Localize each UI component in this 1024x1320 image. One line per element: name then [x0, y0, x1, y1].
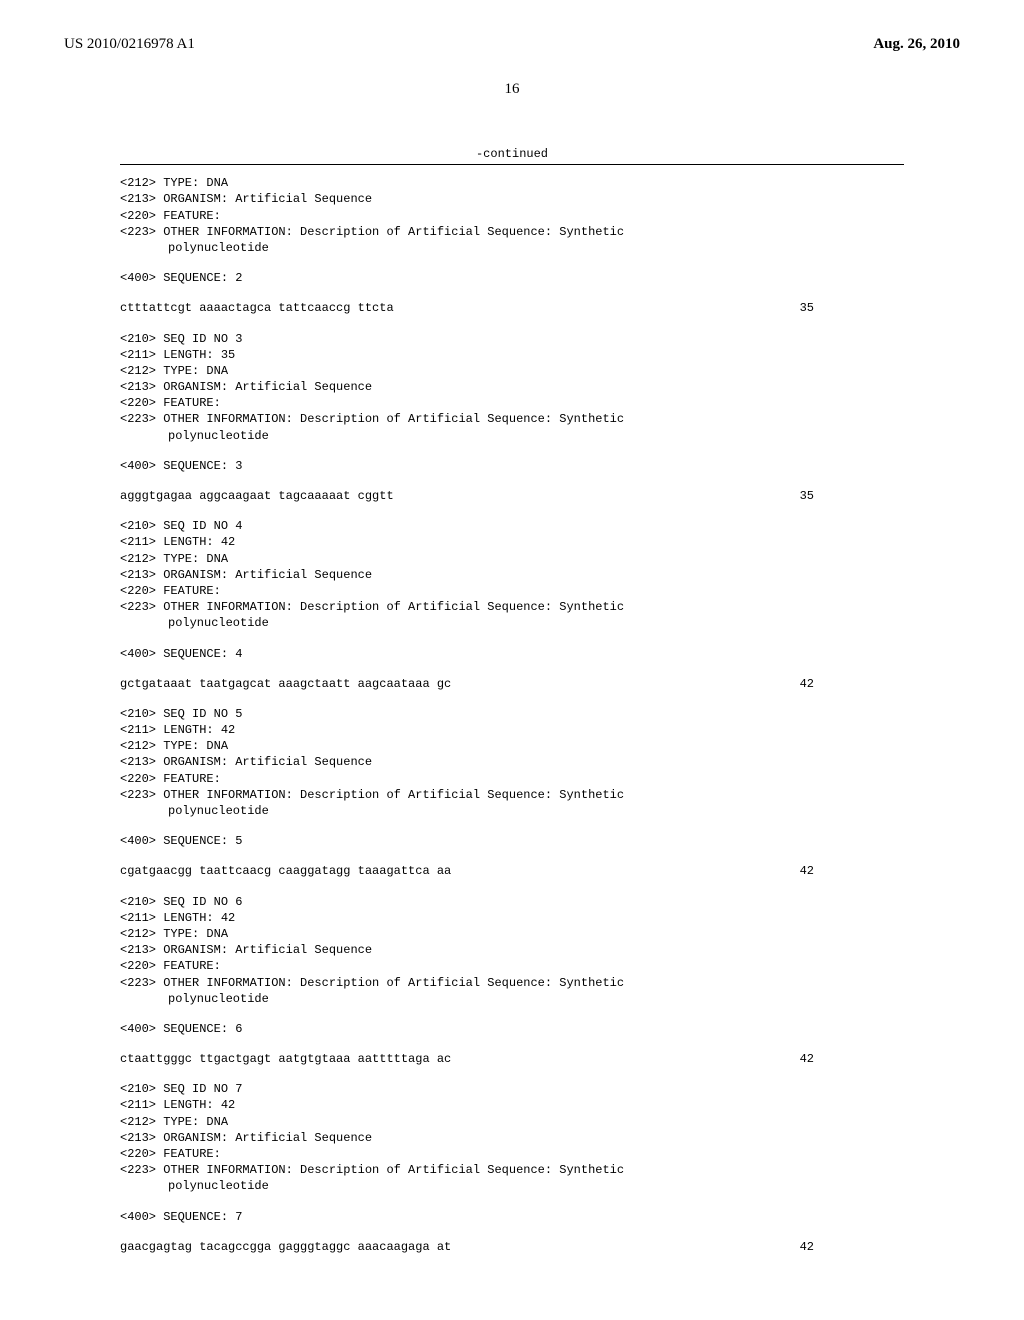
seq-line: <212> TYPE: DNA — [120, 363, 904, 379]
seq-line: polynucleotide — [120, 615, 904, 631]
seq-line: <223> OTHER INFORMATION: Description of … — [120, 787, 904, 803]
seq-line: <210> SEQ ID NO 6 — [120, 894, 904, 910]
sequence-length: 35 — [800, 488, 904, 504]
seq-line: <400> SEQUENCE: 2 — [120, 270, 904, 286]
sequence-block: <400> SEQUENCE: 4 — [120, 646, 904, 662]
sequence-text: gctgataaat taatgagcat aaagctaatt aagcaat… — [120, 676, 451, 692]
sequence-text: agggtgagaa aggcaagaat tagcaaaaat cggtt — [120, 488, 394, 504]
seq-line: <211> LENGTH: 35 — [120, 347, 904, 363]
sequence-listing: -continued <212> TYPE: DNA<213> ORGANISM… — [0, 98, 1024, 1255]
publication-number: US 2010/0216978 A1 — [64, 36, 195, 53]
sequence-length: 42 — [800, 1051, 904, 1067]
page-header: US 2010/0216978 A1 Aug. 26, 2010 — [0, 0, 1024, 53]
sequence-text: gaacgagtag tacagccgga gagggtaggc aaacaag… — [120, 1239, 451, 1255]
seq-line: <212> TYPE: DNA — [120, 551, 904, 567]
seq-line: <400> SEQUENCE: 4 — [120, 646, 904, 662]
seq-line: <213> ORGANISM: Artificial Sequence — [120, 1130, 904, 1146]
seq-line: <223> OTHER INFORMATION: Description of … — [120, 224, 904, 240]
seq-line: <223> OTHER INFORMATION: Description of … — [120, 411, 904, 427]
seq-line: <220> FEATURE: — [120, 583, 904, 599]
sequence-length: 42 — [800, 676, 904, 692]
sequence-row: gaacgagtag tacagccgga gagggtaggc aaacaag… — [120, 1239, 904, 1255]
sequence-block: <400> SEQUENCE: 6 — [120, 1021, 904, 1037]
seq-line: polynucleotide — [120, 1178, 904, 1194]
sequence-length: 42 — [800, 863, 904, 879]
seq-line: <213> ORGANISM: Artificial Sequence — [120, 942, 904, 958]
sequence-block: <210> SEQ ID NO 7<211> LENGTH: 42<212> T… — [120, 1081, 904, 1194]
sequence-block: ctttattcgt aaaactagca tattcaaccg ttcta 35 — [120, 300, 904, 316]
sequence-block: <400> SEQUENCE: 5 — [120, 833, 904, 849]
sequence-block: cgatgaacgg taattcaacg caaggatagg taaagat… — [120, 863, 904, 879]
sequence-block: ctaattgggc ttgactgagt aatgtgtaaa aattttt… — [120, 1051, 904, 1067]
sequence-block: <210> SEQ ID NO 4<211> LENGTH: 42<212> T… — [120, 518, 904, 631]
continued-label-wrap: -continued — [120, 146, 904, 162]
seq-line: <220> FEATURE: — [120, 958, 904, 974]
seq-line: <400> SEQUENCE: 7 — [120, 1209, 904, 1225]
page-number: 16 — [0, 81, 1024, 98]
sequence-block: <210> SEQ ID NO 3<211> LENGTH: 35<212> T… — [120, 331, 904, 444]
sequence-length: 42 — [800, 1239, 904, 1255]
sequence-row: agggtgagaa aggcaagaat tagcaaaaat cggtt 35 — [120, 488, 904, 504]
seq-line: polynucleotide — [120, 428, 904, 444]
sequence-block: gaacgagtag tacagccgga gagggtaggc aaacaag… — [120, 1239, 904, 1255]
seq-line: <211> LENGTH: 42 — [120, 722, 904, 738]
seq-line: <211> LENGTH: 42 — [120, 910, 904, 926]
seq-line: <213> ORGANISM: Artificial Sequence — [120, 379, 904, 395]
seq-line: <400> SEQUENCE: 5 — [120, 833, 904, 849]
sequence-text: cgatgaacgg taattcaacg caaggatagg taaagat… — [120, 863, 451, 879]
seq-line: <223> OTHER INFORMATION: Description of … — [120, 975, 904, 991]
sequence-text: ctaattgggc ttgactgagt aatgtgtaaa aattttt… — [120, 1051, 451, 1067]
seq-line: <212> TYPE: DNA — [120, 926, 904, 942]
seq-line: <220> FEATURE: — [120, 208, 904, 224]
sequence-block: <400> SEQUENCE: 3 — [120, 458, 904, 474]
seq-line: <213> ORGANISM: Artificial Sequence — [120, 191, 904, 207]
sequence-row: ctttattcgt aaaactagca tattcaaccg ttcta 35 — [120, 300, 904, 316]
seq-line: <210> SEQ ID NO 5 — [120, 706, 904, 722]
seq-line: <220> FEATURE: — [120, 1146, 904, 1162]
seq-line: <400> SEQUENCE: 6 — [120, 1021, 904, 1037]
continued-label: -continued — [476, 146, 548, 162]
seq-line: <400> SEQUENCE: 3 — [120, 458, 904, 474]
sequence-block: <400> SEQUENCE: 2 — [120, 270, 904, 286]
sequence-block: agggtgagaa aggcaagaat tagcaaaaat cggtt 35 — [120, 488, 904, 504]
sequence-block: <400> SEQUENCE: 7 — [120, 1209, 904, 1225]
sequence-row: gctgataaat taatgagcat aaagctaatt aagcaat… — [120, 676, 904, 692]
publication-date: Aug. 26, 2010 — [873, 36, 960, 53]
seq-line: <210> SEQ ID NO 7 — [120, 1081, 904, 1097]
seq-line: <213> ORGANISM: Artificial Sequence — [120, 567, 904, 583]
seq-line: <220> FEATURE: — [120, 771, 904, 787]
seq-line: polynucleotide — [120, 240, 904, 256]
seq-line: <212> TYPE: DNA — [120, 1114, 904, 1130]
seq-line: <220> FEATURE: — [120, 395, 904, 411]
sequence-block: <210> SEQ ID NO 5<211> LENGTH: 42<212> T… — [120, 706, 904, 819]
seq-line: polynucleotide — [120, 991, 904, 1007]
sequence-block: <212> TYPE: DNA<213> ORGANISM: Artificia… — [120, 175, 904, 256]
seq-line: <213> ORGANISM: Artificial Sequence — [120, 754, 904, 770]
sequence-length: 35 — [800, 300, 904, 316]
seq-line: <212> TYPE: DNA — [120, 175, 904, 191]
sequence-block: <210> SEQ ID NO 6<211> LENGTH: 42<212> T… — [120, 894, 904, 1007]
divider — [120, 164, 904, 165]
seq-line: <210> SEQ ID NO 3 — [120, 331, 904, 347]
sequence-row: cgatgaacgg taattcaacg caaggatagg taaagat… — [120, 863, 904, 879]
sequence-row: ctaattgggc ttgactgagt aatgtgtaaa aattttt… — [120, 1051, 904, 1067]
seq-line: <212> TYPE: DNA — [120, 738, 904, 754]
sequence-text: ctttattcgt aaaactagca tattcaaccg ttcta — [120, 300, 394, 316]
seq-line: <210> SEQ ID NO 4 — [120, 518, 904, 534]
seq-line: <211> LENGTH: 42 — [120, 534, 904, 550]
seq-line: <211> LENGTH: 42 — [120, 1097, 904, 1113]
seq-line: polynucleotide — [120, 803, 904, 819]
sequence-block: gctgataaat taatgagcat aaagctaatt aagcaat… — [120, 676, 904, 692]
seq-line: <223> OTHER INFORMATION: Description of … — [120, 599, 904, 615]
seq-line: <223> OTHER INFORMATION: Description of … — [120, 1162, 904, 1178]
